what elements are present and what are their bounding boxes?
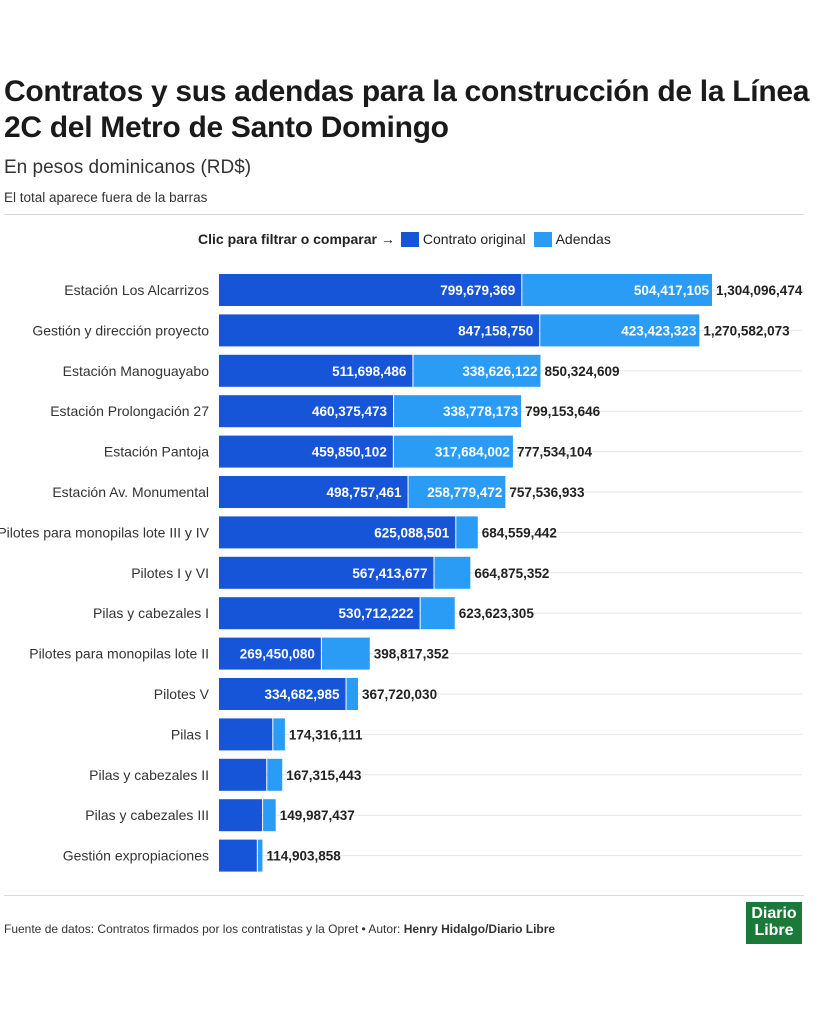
footer-source: Fuente de datos: Contratos firmados por … [4,922,404,936]
data-label-original: 847,158,750 [458,323,533,338]
bar-original [219,637,321,670]
total-label: 114,903,858 [266,849,341,864]
category-label: Estación Av. Monumental [52,484,209,500]
legend-swatch-original [400,231,419,247]
total-label: 850,324,609 [544,364,619,379]
logo-line-2: Libre [754,922,794,939]
total-label: 777,534,104 [517,445,593,460]
bar-chart: Estación Los Alcarrizos 799,679,369 504,41… [0,274,803,872]
category-label: Estación Prolongación 27 [50,403,209,419]
legend-lead: Clic para filtrar o comparar → [198,231,395,247]
data-label-adendas: 258,779,472 [427,485,502,500]
bar-adendas [408,476,506,508]
data-label-original: 511,698,486 [332,364,407,379]
category-label: Estación Pantoja [104,444,209,460]
bar-original [219,314,540,347]
bar-original [219,395,394,428]
total-label: 174,316,111 [289,727,363,742]
bar-adendas [267,758,283,791]
bar-adendas [413,354,541,387]
total-label: 367,720,030 [362,687,437,702]
category-label: Pilas y cabezales I [93,605,209,621]
bar-adendas [346,678,359,710]
bar-original [219,354,413,387]
data-label-original: 530,712,222 [339,606,414,621]
category-label: Estación Manoguayabo [63,363,210,379]
data-label-adendas: 504,417,105 [634,283,710,298]
bar-original [219,597,420,630]
bar-adendas [522,274,712,306]
total-label: 1,270,582,073 [703,323,790,338]
data-label-original: 459,850,102 [312,445,387,460]
footer-author: Henry Hidalgo/Diario Libre [403,922,556,936]
data-label-original: 460,375,473 [312,404,388,419]
bar-adendas [321,637,370,670]
category-label: Gestión y dirección proyecto [32,322,209,338]
bar-original [219,758,267,791]
diario-libre-logo: Diario Libre [746,902,802,944]
legend-label-adendas: Adendas [555,231,611,247]
total-label: 799,153,646 [525,404,601,419]
category-label: Pilas I [171,726,209,742]
bar-original [219,476,408,508]
total-label: 623,623,305 [459,606,535,621]
total-label: 684,559,442 [482,525,557,540]
chart-note: El total aparece fuera de la barras [4,190,208,205]
bar-adendas [394,395,522,428]
logo-line-1: Diario [751,905,797,922]
bar-adendas [393,435,513,468]
bar-adendas [273,718,285,751]
bar-adendas [263,799,276,832]
data-label-original: 334,682,985 [264,687,340,702]
chart-title: Contratos y sus adendas para la construc… [4,75,810,144]
data-label-adendas: 317,684,002 [435,445,510,460]
bar-adendas [456,516,478,549]
bar-original [219,718,273,751]
legend: Clic para filtrar o comparar → Contrato … [198,229,619,249]
total-label: 1,304,096,474 [716,283,803,298]
total-label: 757,536,933 [509,485,585,500]
bar-original [219,435,393,468]
category-label: Pilotes para monopilas lote II [29,646,209,662]
data-label-adendas: 423,423,323 [621,323,697,338]
bar-adendas [434,556,471,589]
legend-item-original[interactable]: Contrato original [400,231,526,247]
data-label-original: 498,757,461 [326,485,402,500]
bar-adendas [540,314,700,347]
chart-subtitle: En pesos dominicanos (RD$) [4,157,252,178]
category-label: Pilotes I y VI [131,565,209,581]
total-label: 664,875,352 [474,566,549,581]
category-label: Pilotes V [154,686,210,702]
total-label: 167,315,443 [286,768,362,783]
legend-item-adendas[interactable]: Adendas [533,231,611,247]
legend-label-original: Contrato original [422,231,526,247]
category-label: Pilotes para monopilas lote III y IV [0,524,210,540]
total-label: 398,817,352 [374,647,449,662]
legend-swatch-adendas [533,231,552,247]
top-divider [4,214,804,215]
data-label-original: 625,088,501 [374,525,450,540]
data-label-original: 567,413,677 [352,566,427,581]
bottom-divider [4,895,804,896]
category-label: Estación Los Alcarrizos [64,282,209,298]
bar-original [219,556,434,589]
category-label: Pilas y cabezales III [85,807,209,823]
data-label-adendas: 338,778,173 [443,404,519,419]
bar-original [219,839,257,872]
bar-original [219,678,346,710]
total-label: 149,987,437 [280,808,355,823]
category-label: Pilas y cabezales II [89,767,209,783]
data-label-adendas: 338,626,122 [462,364,537,379]
bar-original [219,274,522,306]
data-label-original: 799,679,369 [440,283,515,298]
bar-adendas [257,839,263,872]
bar-adendas [420,597,455,630]
bar-original [219,516,456,549]
data-label-original: 269,450,080 [240,647,315,662]
footer: Fuente de datos: Contratos firmados por … [4,922,555,936]
bar-original [219,799,263,832]
category-label: Gestión expropiaciones [63,848,209,864]
